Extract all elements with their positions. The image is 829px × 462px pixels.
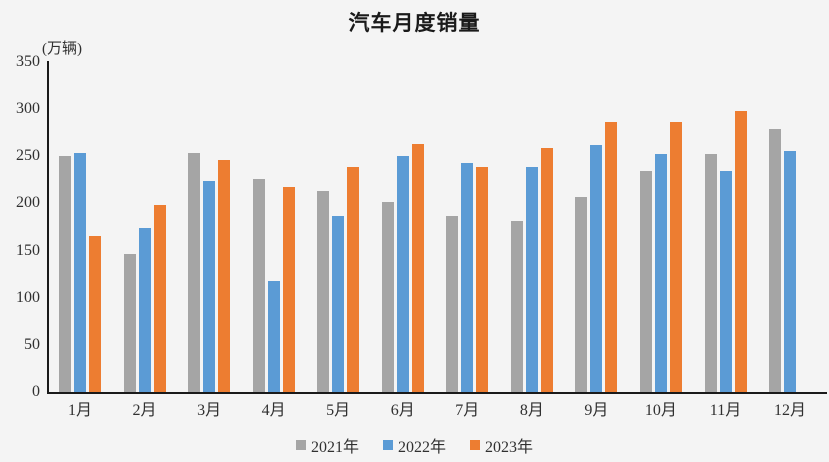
y-tick-label-50: 50: [24, 335, 40, 353]
x-axis-line: [47, 392, 827, 394]
bar-2023年-9月: [605, 122, 618, 392]
bar-2021年-10月: [639, 171, 652, 392]
y-tick-label-300: 300: [16, 100, 40, 118]
bar-2021年-4月: [252, 178, 265, 392]
bar-2021年-6月: [381, 201, 394, 392]
bar-2023年-6月: [411, 144, 424, 392]
x-tick-label-10月: 10月: [644, 402, 677, 419]
bar-2023年-2月: [153, 205, 166, 392]
bar-2022年-5月: [332, 215, 345, 392]
y-tick-label-150: 150: [16, 241, 40, 259]
legend-item-2021年: 2021年: [295, 433, 359, 457]
bar-2023年-3月: [218, 160, 231, 392]
bar-2021年-3月: [188, 153, 201, 392]
bar-2022年-8月: [525, 166, 538, 392]
x-tick-label-9月: 9月: [584, 402, 609, 419]
bar-2022年-4月: [267, 280, 280, 392]
bar-2022年-6月: [396, 156, 409, 392]
legend-label-2021年: 2021年: [310, 439, 359, 456]
bar-2021年-5月: [317, 191, 330, 392]
bar-2023年-11月: [734, 111, 747, 392]
bar-2022年-12月: [784, 150, 797, 392]
legend-label-2023年: 2023年: [485, 439, 534, 456]
legend-swatch-2022年: [382, 440, 393, 450]
legend-swatch-2021年: [295, 440, 306, 450]
bar-2021年-11月: [704, 154, 717, 392]
x-tick-label-12月: 12月: [774, 402, 807, 419]
bar-2023年-7月: [476, 166, 489, 392]
bar-2022年-9月: [590, 144, 603, 392]
bar-2021年-7月: [446, 215, 459, 392]
bar-2021年-8月: [510, 221, 523, 392]
x-tick-label-4月: 4月: [261, 402, 286, 419]
y-tick-label-200: 200: [16, 194, 40, 212]
x-tick-label-7月: 7月: [455, 402, 480, 419]
y-tick-label-350: 350: [16, 53, 40, 70]
bar-2021年-1月: [59, 156, 71, 392]
bar-2021年-12月: [769, 128, 782, 392]
bar-2022年-10月: [654, 154, 667, 392]
bar-2021年-9月: [575, 196, 588, 392]
y-axis-unit-label: (万辆): [42, 41, 82, 57]
x-tick-label-8月: 8月: [519, 402, 544, 419]
chart-title: 汽车月度销量: [348, 11, 481, 35]
bar-2022年-1月: [74, 153, 86, 392]
bar-2023年-1月: [89, 236, 101, 392]
x-tick-label-1月: 1月: [67, 402, 92, 419]
bar-2023年-4月: [282, 187, 295, 392]
legend-swatch-2023年: [470, 440, 480, 450]
bar-2022年-7月: [461, 162, 474, 392]
y-tick-label-0: 0: [32, 383, 40, 400]
bar-2022年-2月: [138, 227, 151, 392]
legend: 2021年 2022年 2023年: [0, 433, 829, 457]
legend-item-2023年: 2023年: [470, 433, 533, 457]
y-tick-label-100: 100: [16, 288, 40, 306]
legend-item-2022年: 2022年: [382, 433, 446, 457]
legend-label-2022年: 2022年: [397, 439, 446, 456]
x-tick-label-3月: 3月: [197, 402, 222, 419]
bar-2022年-3月: [203, 180, 216, 392]
bar-2021年-2月: [123, 254, 136, 392]
bar-2023年-8月: [540, 147, 553, 392]
bar-2023年-5月: [347, 166, 360, 392]
y-tick-label-250: 250: [16, 147, 40, 165]
y-axis-line: [47, 61, 49, 393]
x-tick-label-6月: 6月: [390, 402, 415, 419]
x-tick-label-11月: 11月: [709, 402, 742, 419]
x-tick-label-2月: 2月: [132, 402, 157, 419]
bar-2022年-11月: [719, 171, 732, 392]
x-tick-label-5月: 5月: [326, 402, 351, 419]
bar-2023年-10月: [669, 122, 682, 392]
